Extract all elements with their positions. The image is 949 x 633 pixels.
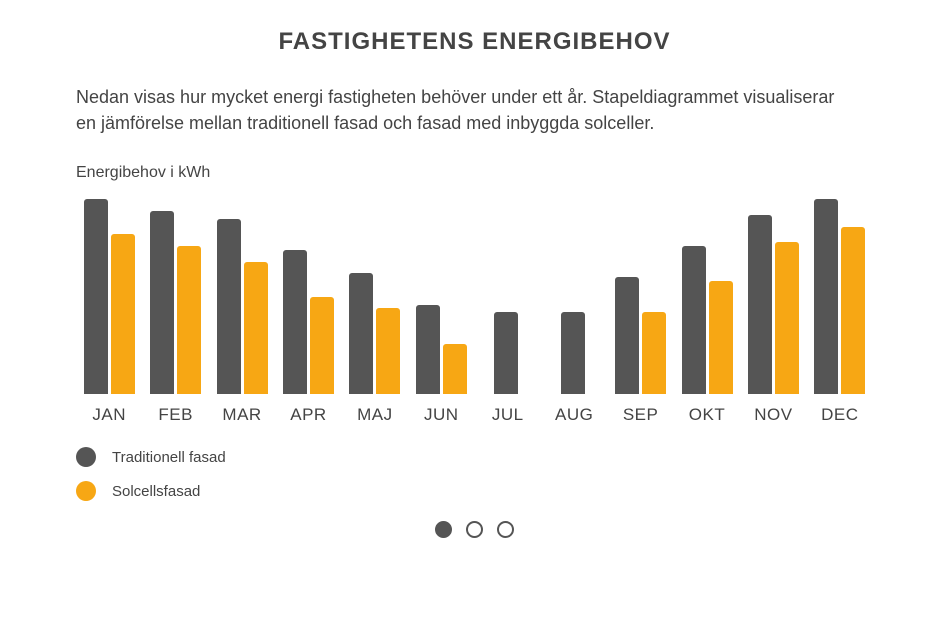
bar-solar [443, 344, 467, 395]
month-column: APR [277, 200, 339, 425]
bars-group [344, 200, 406, 395]
month-label: JUL [492, 405, 524, 425]
description-text: Nedan visas hur mycket energi fastighete… [76, 84, 856, 136]
bar-solar [177, 246, 201, 394]
month-column: AUG [543, 200, 605, 425]
month-column: SEP [609, 200, 671, 425]
month-column: DEC [809, 200, 871, 425]
month-column: OKT [676, 200, 738, 425]
month-column: FEB [144, 200, 206, 425]
bar-solar [775, 242, 799, 394]
bars-group [676, 200, 738, 395]
bar-traditional [217, 219, 241, 395]
month-label: MAR [222, 405, 261, 425]
bar-solar [709, 281, 733, 394]
bar-traditional [748, 215, 772, 394]
bar-solar [310, 297, 334, 395]
pager-dot[interactable] [497, 521, 514, 538]
bar-solar [111, 234, 135, 394]
month-label: SEP [623, 405, 659, 425]
bar-solar [642, 312, 666, 394]
pager-dot[interactable] [466, 521, 483, 538]
pager-dot[interactable] [435, 521, 452, 538]
bars-group [742, 200, 804, 395]
bar-traditional [84, 199, 108, 394]
bar-traditional [615, 277, 639, 394]
bar-traditional [494, 312, 518, 394]
page-title: FASTIGHETENS ENERGIBEHOV [40, 28, 909, 56]
pager-dots [40, 521, 909, 538]
bars-group [410, 200, 472, 395]
bar-traditional [283, 250, 307, 394]
bar-traditional [349, 273, 373, 394]
month-label: JUN [424, 405, 459, 425]
bars-group [78, 200, 140, 395]
month-label: APR [290, 405, 326, 425]
month-label: NOV [754, 405, 792, 425]
bars-group [211, 200, 273, 395]
legend-item: Solcellsfasad [76, 481, 909, 501]
month-label: AUG [555, 405, 593, 425]
bars-group [144, 200, 206, 395]
legend-swatch-icon [76, 447, 96, 467]
legend-label: Solcellsfasad [112, 483, 200, 500]
bars-group [477, 200, 539, 395]
bars-group [543, 200, 605, 395]
bar-traditional [150, 211, 174, 394]
month-label: JAN [92, 405, 126, 425]
bar-traditional [814, 199, 838, 394]
legend-label: Traditionell fasad [112, 449, 226, 466]
bars-group [809, 200, 871, 395]
bar-solar [244, 262, 268, 395]
y-axis-label: Energibehov i kWh [76, 164, 909, 182]
month-label: FEB [158, 405, 193, 425]
bar-traditional [416, 305, 440, 395]
bar-solar [841, 227, 865, 395]
month-column: JUN [410, 200, 472, 425]
month-column: JUL [477, 200, 539, 425]
chart-container: JAN FEB MAR APR MAJ JUN JUL AUG SEP OKT NOV DEC [76, 200, 873, 425]
legend: Traditionell fasad Solcellsfasad [76, 447, 909, 515]
month-column: MAJ [344, 200, 406, 425]
bar-traditional [561, 312, 585, 394]
month-column: JAN [78, 200, 140, 425]
month-column: NOV [742, 200, 804, 425]
bar-solar [376, 308, 400, 394]
bar-traditional [682, 246, 706, 394]
bar-chart: JAN FEB MAR APR MAJ JUN JUL AUG SEP OKT NOV DEC [76, 200, 873, 425]
legend-item: Traditionell fasad [76, 447, 909, 467]
bars-group [277, 200, 339, 395]
month-column: MAR [211, 200, 273, 425]
bars-group [609, 200, 671, 395]
month-label: OKT [689, 405, 725, 425]
month-label: DEC [821, 405, 858, 425]
legend-swatch-icon [76, 481, 96, 501]
page-root: FASTIGHETENS ENERGIBEHOV Nedan visas hur… [0, 0, 949, 633]
month-label: MAJ [357, 405, 393, 425]
